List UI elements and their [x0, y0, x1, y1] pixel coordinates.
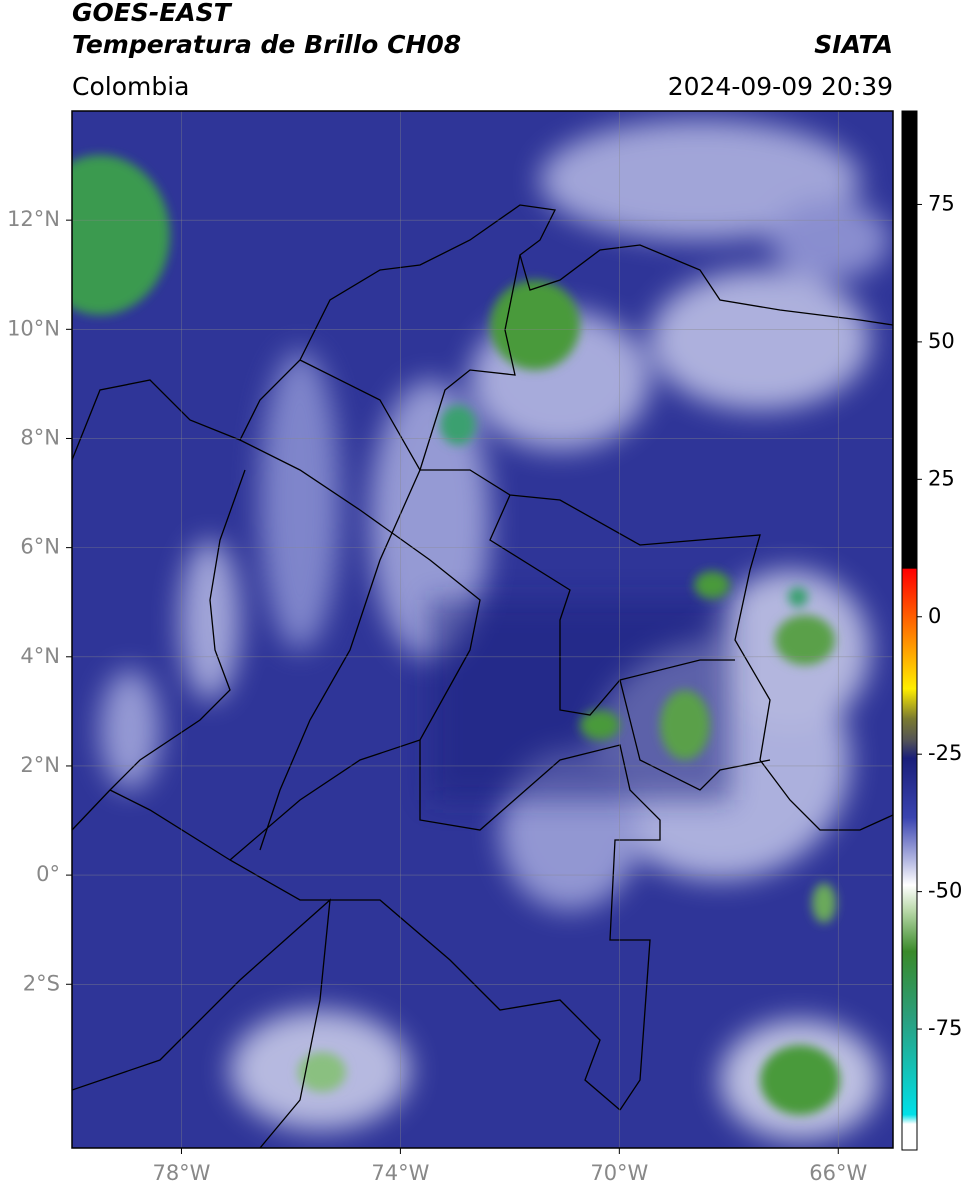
lon-tick-label: 74°W	[371, 1161, 429, 1185]
colorbar-tick-label: 75	[928, 191, 955, 215]
lat-tick-label: 2°N	[20, 753, 60, 777]
colorbar-tick-label: -25	[928, 741, 962, 765]
title: Temperatura de Brillo CH08	[72, 30, 462, 59]
lat-tick-label: 10°N	[7, 316, 60, 340]
lat-tick-label: 0°	[36, 862, 60, 886]
lat-tick-label: 4°N	[20, 644, 60, 668]
colorbar	[901, 110, 918, 1151]
graticule	[72, 111, 893, 1148]
lat-tick-label: 12°N	[7, 207, 60, 231]
colorbar-tick-label: 0	[928, 604, 941, 628]
credit: SIATA	[814, 30, 893, 59]
colorbar-tick-label: 50	[928, 329, 955, 353]
lon-tick-label: 78°W	[152, 1161, 210, 1185]
lat-tick-label: 6°N	[20, 535, 60, 559]
colorbar-tick-label: 25	[928, 466, 955, 490]
colorbar-tick-label: -50	[928, 879, 962, 903]
lon-tick-label: 70°W	[590, 1161, 648, 1185]
source: GOES-EAST	[72, 0, 231, 27]
lon-tick-label: 66°W	[809, 1161, 867, 1185]
timestamp: 2024-09-09 20:39	[667, 72, 893, 101]
map-frame	[71, 110, 894, 1149]
lat-tick-label: 2°S	[23, 971, 60, 995]
colorbar-tick-label: -75	[928, 1016, 962, 1040]
lat-tick-label: 8°N	[20, 425, 60, 449]
region: Colombia	[72, 72, 190, 101]
borders	[72, 204, 893, 1148]
satellite-image	[72, 111, 893, 1148]
